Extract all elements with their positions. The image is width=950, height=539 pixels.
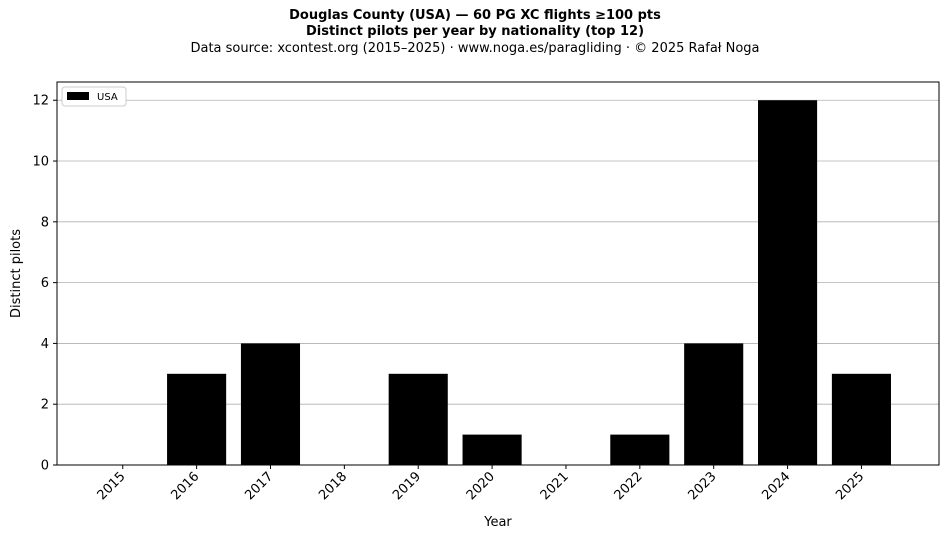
y-tick-label-2: 2 — [41, 398, 49, 413]
x-tick-label-2024: 2024 — [759, 469, 793, 503]
x-tick-label-2021: 2021 — [538, 469, 572, 503]
x-tick-label-2025: 2025 — [833, 469, 867, 503]
bar-2017 — [240, 343, 301, 465]
plot-frame — [56, 81, 940, 466]
x-tick-label-2015: 2015 — [95, 469, 129, 503]
bar-2020 — [462, 434, 522, 465]
x-tick-label-2018: 2018 — [316, 469, 350, 503]
y-tick-label-6: 6 — [41, 276, 49, 291]
bar-2016 — [167, 373, 227, 465]
x-axis-label: Year — [483, 515, 512, 530]
bar-2019 — [388, 373, 448, 465]
bar-2023 — [684, 343, 744, 465]
chart-title-line-2: Distinct pilots per year by nationality … — [305, 24, 645, 39]
bars — [167, 100, 891, 465]
chart-subtitle: Data source: xcontest.org (2015–2025) · … — [190, 41, 760, 56]
bar-2022 — [610, 434, 670, 465]
x-tick-label-2023: 2023 — [686, 469, 720, 503]
legend-swatch-usa — [67, 92, 89, 100]
chart-title-line-1: Douglas County (USA) — 60 PG XC flights … — [289, 8, 661, 23]
x-tick-label-2019: 2019 — [390, 469, 424, 503]
x-tick-label-2017: 2017 — [242, 469, 276, 503]
y-tick-label-8: 8 — [41, 215, 49, 230]
chart-title-block: Douglas County (USA) — 60 PG XC flights … — [0, 8, 950, 58]
y-tick-label-0: 0 — [41, 459, 49, 474]
x-tick-label-2020: 2020 — [464, 469, 498, 503]
legend: USA — [61, 86, 127, 107]
y-tick-label-12: 12 — [32, 94, 49, 109]
y-axis-label: Distinct pilots — [9, 229, 24, 318]
x-tick-label-2016: 2016 — [168, 469, 202, 503]
legend-label-usa: USA — [97, 92, 118, 103]
bar-2024 — [758, 100, 818, 465]
x-tick-label-2022: 2022 — [612, 469, 646, 503]
y-tick-label-10: 10 — [32, 155, 49, 170]
y-tick-label-4: 4 — [41, 337, 49, 352]
bar-2025 — [831, 373, 891, 465]
legend-box — [61, 86, 127, 107]
